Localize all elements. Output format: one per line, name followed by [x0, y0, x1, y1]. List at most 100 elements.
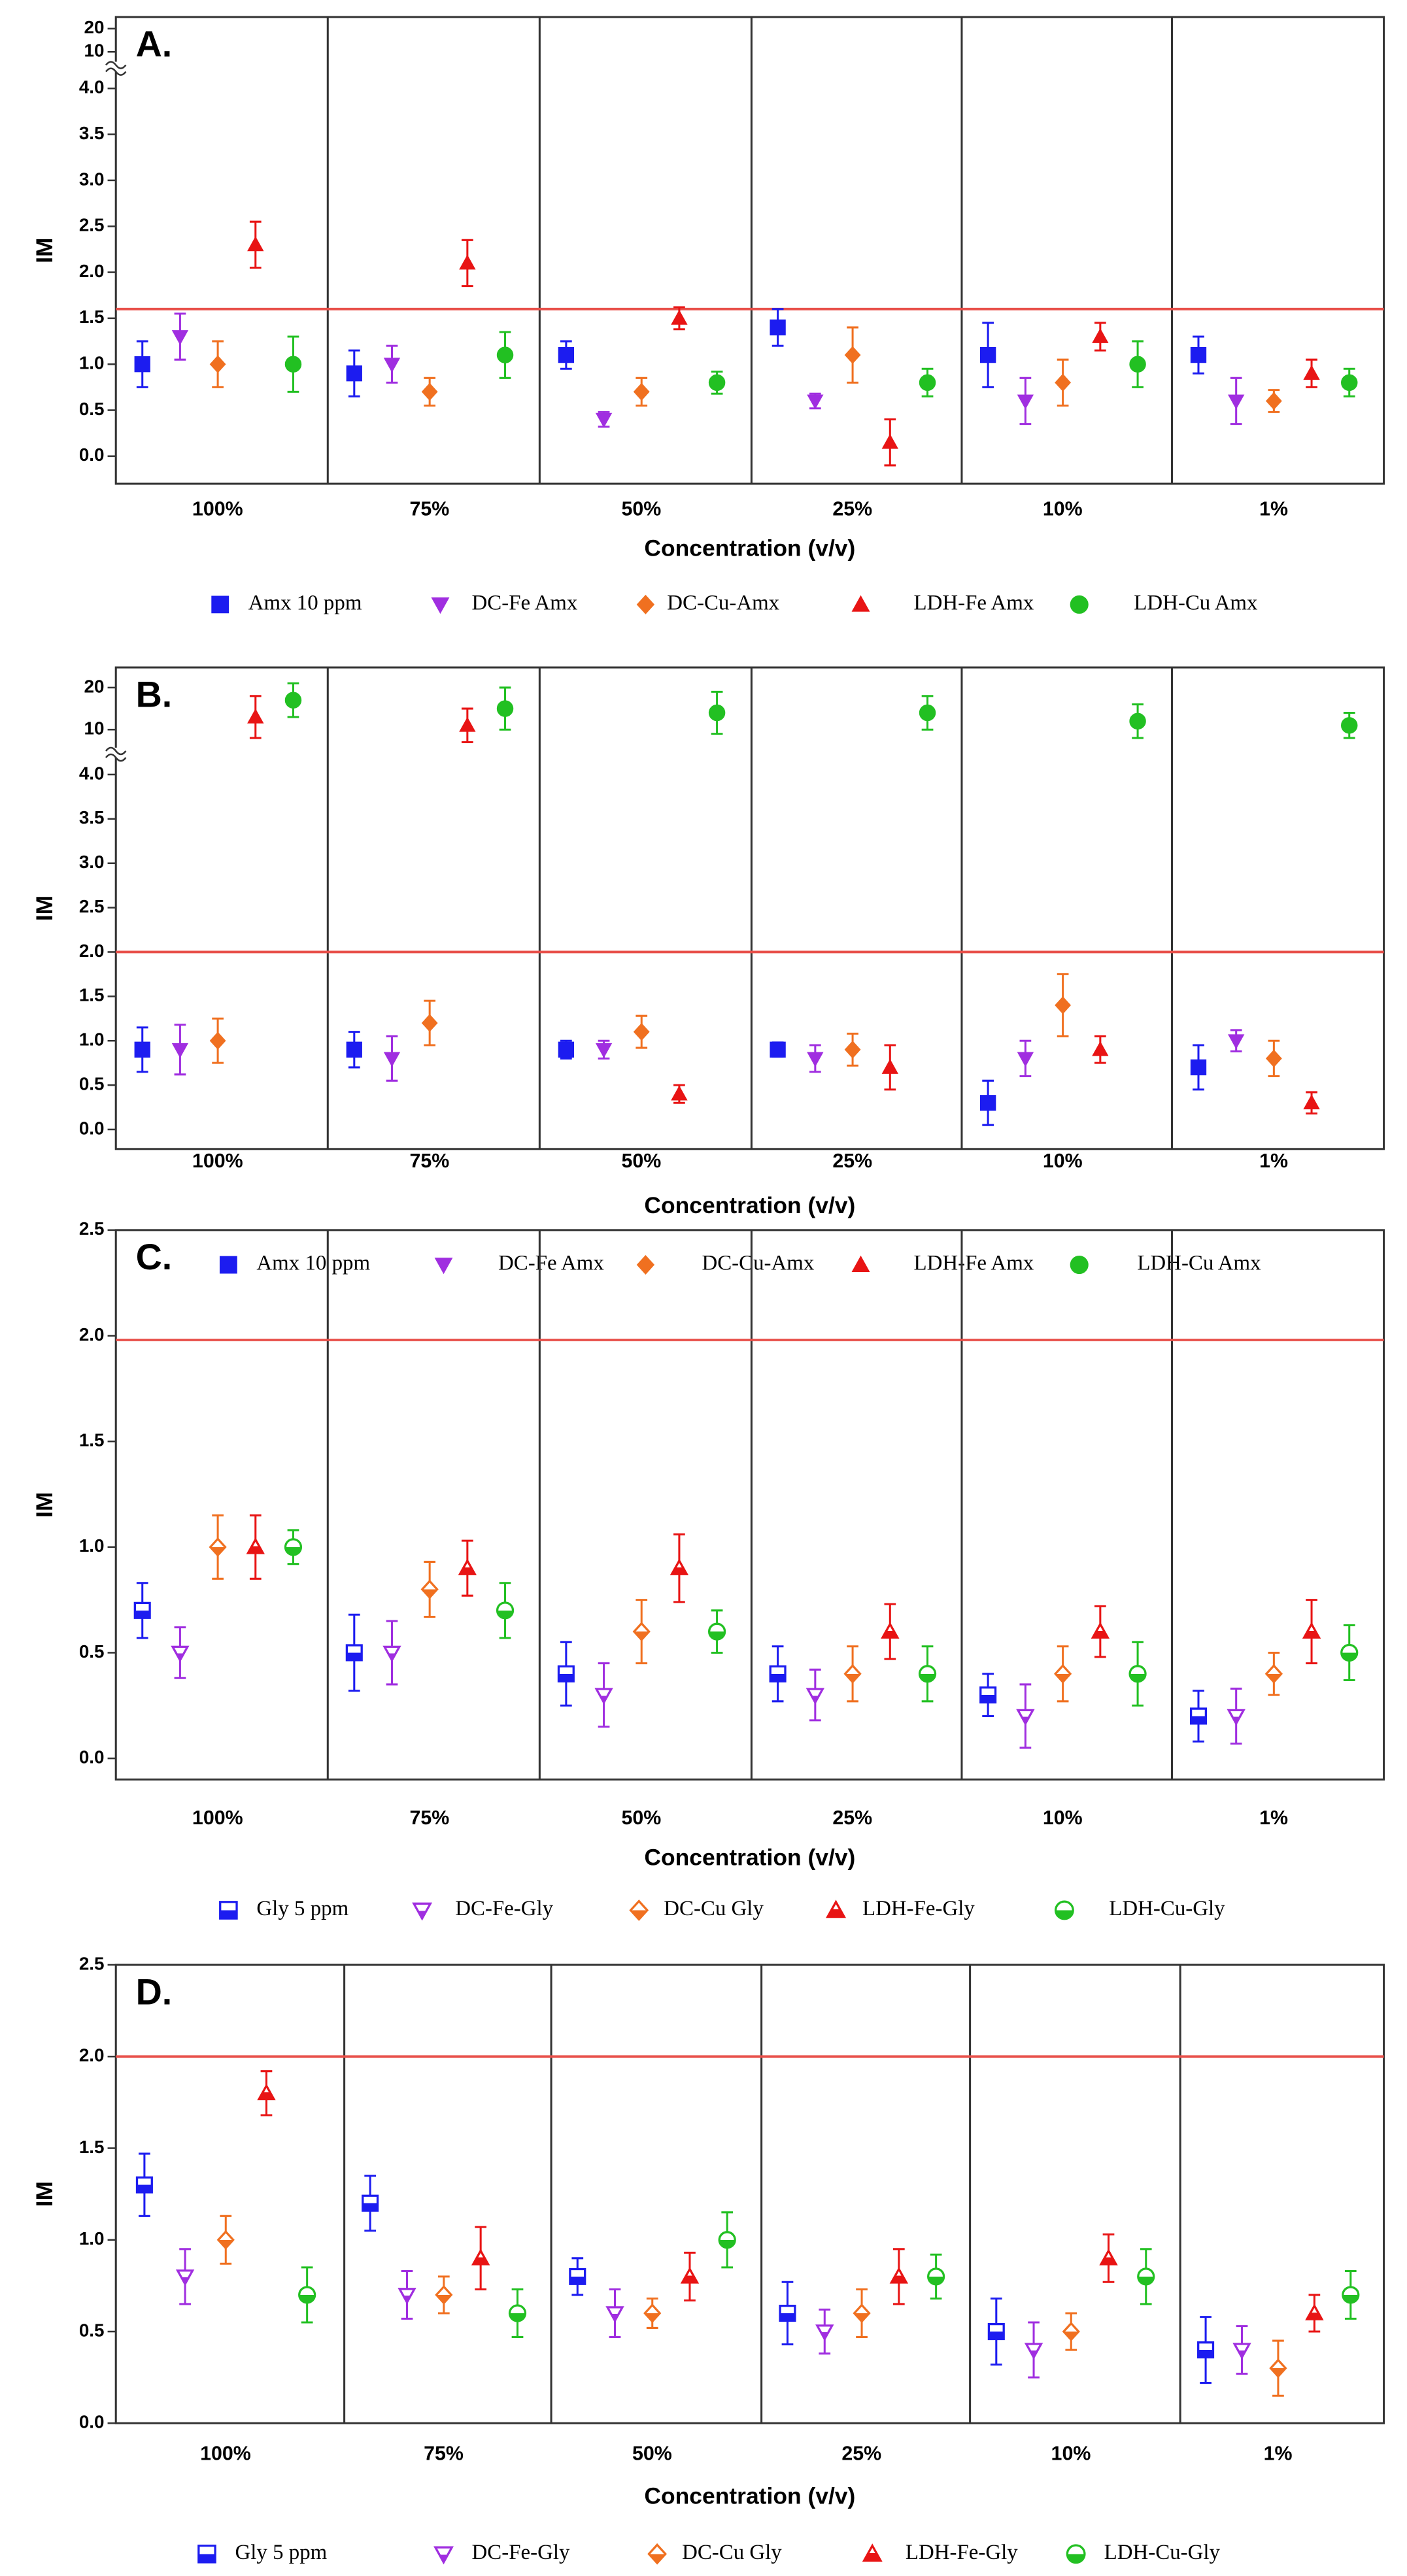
y-tick-label: 0.5 [79, 1073, 105, 1094]
data-point [209, 1537, 227, 1557]
data-point [558, 1041, 575, 1058]
panel-label: B. [136, 674, 173, 714]
data-point [496, 346, 514, 363]
legend-label: DC-Cu Gly [664, 1897, 764, 1920]
x-tick-label: 75% [409, 1807, 449, 1829]
y-tick-label: 3.0 [79, 852, 105, 872]
panel-label: D. [136, 1971, 173, 2012]
data-point [298, 2286, 316, 2304]
data-point [595, 1043, 613, 1058]
data-point [398, 2288, 416, 2305]
y-tick-label: 2.5 [79, 215, 105, 235]
x-axis-label: Concentration (v/v) [644, 1844, 855, 1870]
y-tick-label: 20 [84, 17, 105, 37]
y-tick-label: 3.0 [79, 169, 105, 189]
data-point [1341, 717, 1358, 734]
y-tick-label: 20 [84, 676, 105, 696]
data-point [171, 1645, 190, 1663]
y-tick-label: 1.5 [79, 1430, 105, 1450]
data-point [216, 2230, 235, 2250]
y-tick-label: 2.0 [79, 2045, 105, 2066]
x-tick-label: 100% [200, 2442, 251, 2464]
data-point [708, 704, 726, 722]
x-axis-label: Concentration (v/v) [644, 535, 855, 561]
data-point [1091, 1622, 1110, 1639]
legend-marker [826, 1899, 846, 1918]
legend-marker [647, 2543, 667, 2565]
data-point [927, 2267, 945, 2286]
data-point [1129, 712, 1146, 730]
x-axis-label: Concentration (v/v) [644, 1192, 855, 1218]
data-point [1128, 1665, 1147, 1683]
x-tick-label: 10% [1043, 498, 1083, 520]
y-tick-label: 2.5 [79, 896, 105, 916]
legend-label: LDH-Fe-Gly [906, 2541, 1018, 2564]
legend-label: DC-Fe Amx [472, 591, 578, 614]
data-point [558, 346, 575, 363]
x-tick-label: 25% [832, 1807, 872, 1829]
data-point [496, 1601, 515, 1620]
x-tick-label: 1% [1259, 1150, 1288, 1172]
y-tick-label: 4.0 [79, 763, 105, 783]
data-point [209, 1031, 226, 1050]
data-point [1227, 1034, 1245, 1050]
data-point [171, 330, 189, 345]
y-axis-label: IM [31, 237, 58, 263]
data-point [1227, 394, 1245, 410]
legend-marker [1066, 2544, 1086, 2564]
data-point [1092, 1041, 1109, 1056]
data-point [807, 1052, 824, 1067]
legend-marker [433, 2546, 454, 2565]
data-point [1137, 2267, 1155, 2286]
legend-label: LDH-Cu-Gly [1109, 1897, 1225, 1920]
data-point [979, 346, 996, 363]
y-tick-label: 0.0 [79, 1747, 105, 1767]
data-point [1099, 2249, 1118, 2266]
legend-marker [1070, 1256, 1089, 1275]
y-tick-label: 1.0 [79, 1029, 105, 1050]
x-tick-label: 75% [409, 498, 449, 520]
legend-label: DC-Fe Amx [498, 1252, 604, 1275]
y-tick-label: 0.0 [79, 1118, 105, 1138]
y-tick-label: 3.5 [79, 123, 105, 143]
legend-label: LDH-Fe Amx [914, 1252, 1034, 1275]
legend-marker [1054, 1900, 1074, 1920]
y-tick-label: 2.5 [79, 1218, 105, 1239]
y-tick-label: 0.5 [79, 399, 105, 419]
legend-marker [219, 1901, 238, 1920]
x-tick-label: 50% [622, 498, 662, 520]
data-point [919, 374, 936, 392]
data-point [889, 2267, 909, 2284]
legend-label: Gly 5 ppm [235, 2541, 328, 2564]
y-tick-label: 1.5 [79, 985, 105, 1005]
x-tick-label: 100% [192, 498, 243, 520]
y-tick-label: 3.5 [79, 807, 105, 828]
data-point [594, 1688, 613, 1705]
legend-marker [636, 1255, 655, 1275]
data-point [257, 2083, 276, 2101]
x-tick-label: 75% [424, 2442, 464, 2464]
y-tick-label: 0.0 [79, 444, 105, 465]
x-tick-label: 100% [192, 1807, 243, 1829]
data-point [979, 1095, 996, 1111]
data-point [421, 382, 438, 401]
data-point [246, 1537, 265, 1554]
data-point [853, 2303, 871, 2323]
data-point [680, 2267, 700, 2284]
data-point [643, 2303, 662, 2323]
data-point [1055, 373, 1072, 392]
data-point [881, 1058, 898, 1074]
y-tick-label: 4.0 [79, 77, 105, 97]
data-point [382, 1645, 401, 1663]
legend-label: LDH-Fe-Gly [862, 1897, 975, 1920]
legend-label: LDH-Cu Amx [1134, 591, 1258, 614]
data-point [718, 2231, 736, 2249]
data-point [133, 1601, 151, 1619]
data-point [844, 1041, 861, 1059]
data-point [1053, 1664, 1072, 1684]
data-point [247, 708, 264, 724]
data-point [805, 1688, 825, 1705]
data-point [1232, 2343, 1251, 2360]
legend-marker [219, 1256, 237, 1274]
